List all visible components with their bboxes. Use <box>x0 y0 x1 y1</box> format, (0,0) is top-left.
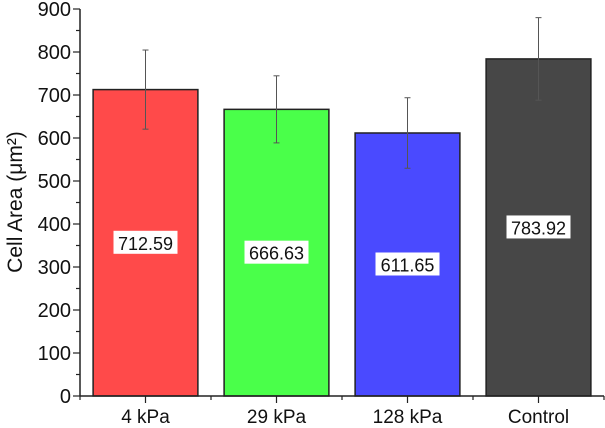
y-tick-label-600: 600 <box>38 128 71 150</box>
y-tick-label-300: 300 <box>38 257 71 279</box>
x-tick-label-0: 4 kPa <box>121 407 170 428</box>
data-label-box-2 <box>375 252 440 276</box>
data-label-1: 666.63 <box>249 244 304 264</box>
y-tick-label-400: 400 <box>38 214 71 236</box>
y-tick-label-200: 200 <box>38 300 71 322</box>
y-axis-label: Cell Area (μm²) <box>4 131 27 273</box>
x-tick-label-2: 128 kPa <box>373 407 443 428</box>
data-label-2: 611.65 <box>381 255 435 275</box>
y-tick-label-0: 0 <box>60 386 71 408</box>
data-label-box-0 <box>113 230 178 254</box>
data-label-box-3 <box>506 215 571 239</box>
y-tick-label-900: 900 <box>38 0 71 21</box>
x-tick-label-3: Control <box>508 407 569 428</box>
data-label-0: 712.59 <box>118 234 173 254</box>
data-label-box-1 <box>244 240 309 264</box>
y-tick-label-800: 800 <box>38 42 71 64</box>
y-tick-label-700: 700 <box>38 85 71 107</box>
data-label-3: 783.92 <box>511 218 566 238</box>
x-tick-label-1: 29 kPa <box>247 407 307 428</box>
y-tick-label-500: 500 <box>38 171 71 193</box>
y-tick-label-100: 100 <box>38 343 71 365</box>
